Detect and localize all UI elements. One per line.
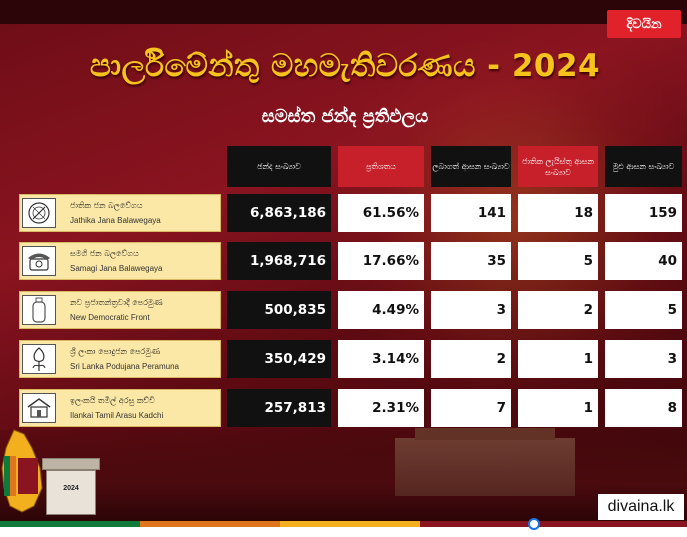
compass-icon: [22, 198, 56, 228]
votes-cell: 1,968,716: [227, 242, 331, 280]
party-name-sinhala: සමගි ජන බලවේගය: [70, 249, 139, 258]
ballot-box-label: 2024: [63, 485, 79, 492]
brand-logo: දිවයින: [607, 10, 681, 38]
party-name-sinhala: නව ප්‍රජාතන්ත්‍රවාදී පෙරමුණ: [70, 298, 163, 307]
votes-cell: 500,835: [227, 291, 331, 329]
telephone-icon: [22, 246, 56, 276]
national-list-cell: 1: [518, 389, 598, 427]
ballot-box-icon: 2024: [46, 470, 96, 515]
column-header-national-list: ජාතික ලැයිස්තු ආසන සංඛ්‍යාව: [518, 146, 598, 187]
bottom-backdrop: [0, 430, 687, 521]
party-row-sjb: සමගි ජන බලවේගය Samagi Jana Balawegaya: [19, 242, 221, 280]
percent-cell: 3.14%: [338, 340, 424, 378]
party-name-english: Jathika Jana Balawegaya: [70, 216, 161, 225]
party-row-itak: ඉලංකයි තමිල් අරසු කච්චි Ilankai Tamil Ar…: [19, 389, 221, 427]
seats-cell: 7: [431, 389, 511, 427]
total-seats-cell: 3: [605, 340, 682, 378]
top-band: [0, 0, 687, 24]
party-name-english: Samagi Jana Balawegaya: [70, 264, 163, 273]
column-header-total-seats: මුළු ආසන සංඛ්‍යාව: [605, 146, 682, 187]
column-header-percent: ප්‍රතිශතය: [338, 146, 424, 187]
total-seats-cell: 159: [605, 194, 682, 232]
party-name-english: Sri Lanka Podujana Peramuna: [70, 362, 179, 371]
column-header-votes: ඡන්ද සංඛ්‍යාව: [227, 146, 331, 187]
votes-cell: 6,863,186: [227, 194, 331, 232]
page-title: පාර්ලිමේන්තු මහමැතිවරණය - 2024: [89, 48, 601, 84]
party-name-english: Ilankai Tamil Arasu Kadchi: [70, 411, 164, 420]
party-row-jjb: ජාතික ජන බලවේගය Jathika Jana Balawegaya: [19, 194, 221, 232]
seats-cell: 3: [431, 291, 511, 329]
party-name-sinhala: ශ්‍රී ලංකා පොදුජන පෙරමුණ: [70, 347, 161, 356]
national-list-cell: 5: [518, 242, 598, 280]
gas-cylinder-icon: [22, 295, 56, 325]
national-list-cell: 2: [518, 291, 598, 329]
total-seats-cell: 40: [605, 242, 682, 280]
house-icon: [22, 393, 56, 423]
election-results-graphic: දිවයින පාර්ලිමේන්තු මහමැතිවරණය - 2024 සම…: [0, 0, 687, 521]
national-list-cell: 18: [518, 194, 598, 232]
percent-cell: 61.56%: [338, 194, 424, 232]
sri-lanka-map-flag-icon: [1, 429, 43, 513]
seats-cell: 35: [431, 242, 511, 280]
ballot-box-lid: [42, 458, 100, 470]
party-name-sinhala: ඉලංකයි තමිල් අරසු කච්චි: [70, 396, 155, 405]
votes-cell: 257,813: [227, 389, 331, 427]
party-name-sinhala: ජාතික ජන බලවේගය: [70, 201, 143, 210]
website-label: divaina.lk: [598, 494, 684, 520]
national-list-cell: 1: [518, 340, 598, 378]
seats-cell: 2: [431, 340, 511, 378]
parliament-building-image: [395, 428, 575, 496]
column-header-seats: ලබාගත් ආසන සංඛ්‍යාව: [431, 146, 511, 187]
party-name-english: New Democratic Front: [70, 313, 150, 322]
color-stripe: [0, 521, 687, 527]
percent-cell: 4.49%: [338, 291, 424, 329]
percent-cell: 17.66%: [338, 242, 424, 280]
total-seats-cell: 5: [605, 291, 682, 329]
party-row-ndf: නව ප්‍රජාතන්ත්‍රවාදී පෙරමුණ New Democrat…: [19, 291, 221, 329]
party-row-slpp: ශ්‍රී ලංකා පොදුජන පෙරමුණ Sri Lanka Poduj…: [19, 340, 221, 378]
page-subtitle: සමස්ත ජන්ද ප්‍රතිඵලය: [261, 106, 429, 127]
votes-cell: 350,429: [227, 340, 331, 378]
percent-cell: 2.31%: [338, 389, 424, 427]
seats-cell: 141: [431, 194, 511, 232]
flower-bud-icon: [22, 344, 56, 374]
total-seats-cell: 8: [605, 389, 682, 427]
scroll-handle[interactable]: [528, 518, 540, 530]
